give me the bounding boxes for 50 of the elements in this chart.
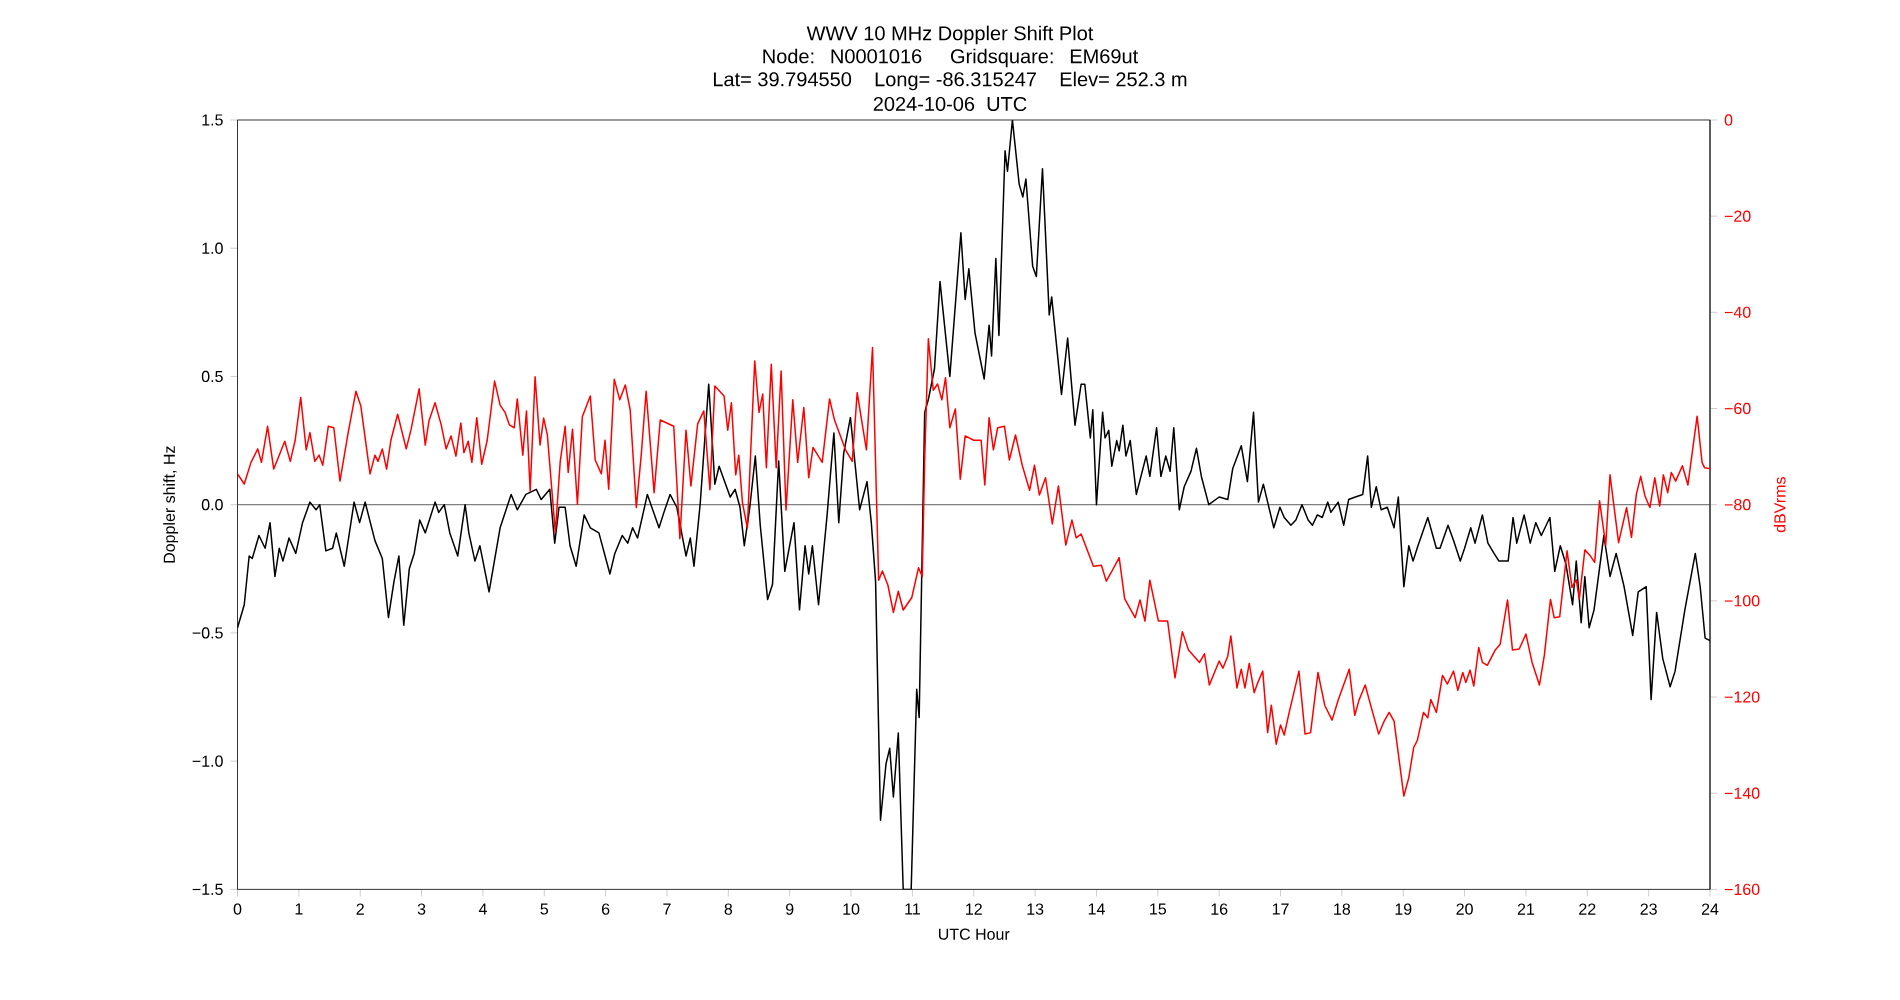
x-tick-label: 6 bbox=[602, 903, 610, 915]
x-tick-label: 8 bbox=[724, 903, 733, 915]
x-tick-label: 19 bbox=[1395, 903, 1412, 915]
chart-title: WWV 10 MHz Doppler Shift Plot bbox=[806, 25, 1094, 45]
y2-tick-label: −140 bbox=[1724, 787, 1760, 799]
text: Lat= 39.794550 Long= -86.315247 Elev= 252.3 m bbox=[713, 71, 1187, 91]
y-tick-label: −1.0 bbox=[192, 755, 223, 767]
x-tick-label: 16 bbox=[1211, 903, 1228, 915]
y-tick-label: 1.0 bbox=[202, 242, 223, 254]
text: 2024-10-06 UTC bbox=[873, 96, 1027, 112]
chart-subtitle: Node: N0001016 Gridsquare: EM69ut bbox=[763, 48, 1139, 68]
x-tick-label: 18 bbox=[1334, 903, 1351, 915]
y2-tick-label: −40 bbox=[1724, 306, 1751, 318]
x-tick-label: 23 bbox=[1640, 903, 1657, 915]
y-tick-label: −0.5 bbox=[192, 627, 223, 639]
x-tick-label: 13 bbox=[1027, 903, 1044, 915]
x-tick-label: 12 bbox=[966, 903, 982, 915]
x-tick-label: 17 bbox=[1272, 903, 1289, 915]
y2-tick-label: −20 bbox=[1724, 210, 1751, 222]
x-tick-label: 5 bbox=[540, 903, 549, 915]
x-tick-label: 2 bbox=[356, 903, 364, 915]
y-tick-label: 0.0 bbox=[201, 499, 223, 511]
x-tick-label: 7 bbox=[663, 903, 671, 915]
x-tick-label: 15 bbox=[1150, 903, 1167, 915]
x-tick-label: 20 bbox=[1456, 903, 1473, 915]
x-tick-label: 22 bbox=[1579, 903, 1596, 915]
y2-axis-title: dBVrms bbox=[1773, 477, 1786, 533]
line-series bbox=[237, 119, 1711, 890]
x-tick-label: 1 bbox=[295, 903, 303, 915]
x-tick-label: 14 bbox=[1088, 903, 1105, 915]
y2-tick-label: −100 bbox=[1724, 595, 1760, 607]
x-tick-label: 3 bbox=[417, 903, 426, 915]
y2-tick-label: −60 bbox=[1724, 402, 1751, 415]
x-tick-label: 9 bbox=[786, 903, 794, 915]
line-series bbox=[237, 338, 1711, 797]
y2-tick-label: −160 bbox=[1724, 883, 1760, 896]
x-tick-label: 0 bbox=[233, 903, 242, 915]
x-tick-label: 11 bbox=[905, 903, 920, 915]
y-tick-label: 1.5 bbox=[202, 114, 223, 126]
y-tick-label: 0.5 bbox=[201, 370, 223, 383]
x-tick-label: 4 bbox=[478, 903, 487, 915]
y2-tick-label: −120 bbox=[1724, 691, 1760, 703]
x-tick-label: 24 bbox=[1701, 903, 1719, 915]
y-tick-label: −1.5 bbox=[192, 883, 223, 895]
x-axis-title: UTC Hour bbox=[938, 928, 1010, 940]
y2-tick-label: 0 bbox=[1724, 114, 1733, 126]
y2-tick-label: −80 bbox=[1724, 499, 1751, 511]
y-axis-title: Doppler shift, Hz bbox=[163, 446, 179, 563]
x-tick-label: 10 bbox=[843, 903, 860, 915]
x-tick-label: 21 bbox=[1517, 903, 1535, 915]
